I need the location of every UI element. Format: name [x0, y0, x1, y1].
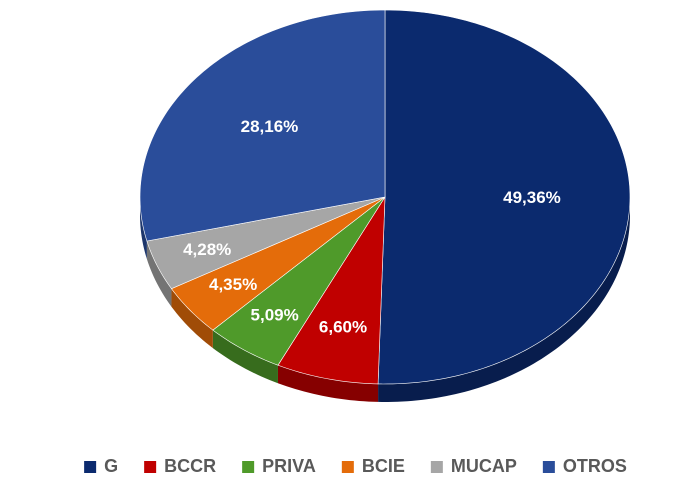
data-label: 6,60% — [319, 317, 367, 336]
slice — [171, 196, 386, 331]
slice-side — [140, 197, 147, 260]
legend-swatch — [84, 461, 97, 473]
legend-swatch — [542, 461, 555, 473]
legend-swatch — [242, 461, 255, 473]
legend-swatch — [144, 461, 157, 473]
slice — [277, 195, 386, 385]
legend-label: OTROS — [563, 456, 627, 476]
slice — [139, 9, 386, 242]
slice-side — [277, 365, 379, 402]
data-label: 5,09% — [251, 306, 299, 325]
legend-label: MUCAP — [451, 456, 517, 476]
slice-side — [171, 288, 213, 349]
data-label: 4,28% — [183, 240, 231, 259]
legend-swatch — [430, 461, 443, 473]
slice — [212, 196, 386, 366]
legend-label: G — [104, 456, 118, 476]
slice-side — [378, 197, 630, 402]
data-label: 49,36% — [503, 188, 561, 207]
legend-label: BCCR — [164, 456, 216, 476]
legend-label: PRIVA — [262, 456, 316, 476]
data-label: 4,35% — [209, 275, 257, 294]
legend-swatch — [341, 461, 354, 473]
legend: G BCCR PRIVA BCIE MUCAP OTROS — [84, 456, 627, 476]
slice — [146, 196, 386, 290]
slice — [377, 9, 631, 385]
slice-side — [212, 330, 278, 384]
data-label: 28,16% — [241, 117, 299, 136]
legend-label: BCIE — [362, 456, 405, 476]
